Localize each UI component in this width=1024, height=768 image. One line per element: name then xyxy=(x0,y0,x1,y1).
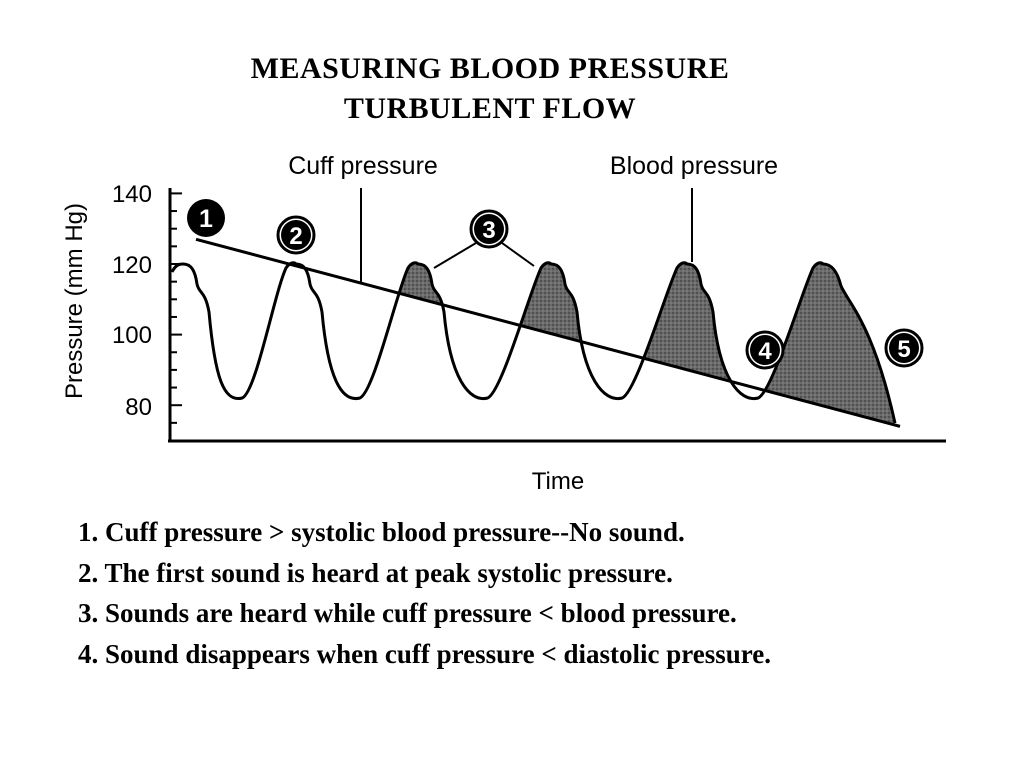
sound-heard-region xyxy=(765,262,895,426)
marker-5: 5 xyxy=(884,328,924,368)
y-tick-100: 100 xyxy=(112,322,152,349)
y-tick-120: 120 xyxy=(112,252,152,279)
svg-text:4: 4 xyxy=(758,338,772,365)
explanation-item-4: 4. Sound disappears when cuff pressure <… xyxy=(78,638,771,669)
marker-1: 1 xyxy=(187,199,225,237)
marker-3-leader-left xyxy=(433,242,477,269)
sound-heard-shading xyxy=(399,262,895,426)
title-line-1: MEASURING BLOOD PRESSURE xyxy=(250,52,730,85)
blood-pressure-label: Blood pressure xyxy=(610,152,778,180)
svg-text:1: 1 xyxy=(199,205,213,233)
blood-pressure-waveform xyxy=(170,261,897,424)
title-line-2: TURBULENT FLOW xyxy=(343,92,637,125)
sound-heard-region xyxy=(644,262,731,382)
svg-text:3: 3 xyxy=(482,217,495,244)
y-tick-140: 140 xyxy=(112,181,152,208)
cuff-pressure-label: Cuff pressure xyxy=(288,152,438,180)
svg-text:5: 5 xyxy=(897,336,910,363)
marker-3: 3 xyxy=(469,209,509,249)
x-axis-label: Time xyxy=(532,468,584,495)
svg-text:2: 2 xyxy=(289,223,302,250)
blood-pressure-diagram: 140 120 100 80 Pressure (mm Hg) Time Cuf… xyxy=(61,152,946,495)
explanation-item-2: 2. The first sound is heard at peak syst… xyxy=(78,557,673,588)
y-axis-minor-ticks xyxy=(170,192,182,424)
explanation-item-3: 3. Sounds are heard while cuff pressure … xyxy=(78,598,737,628)
y-axis-label: Pressure (mm Hg) xyxy=(61,203,88,399)
marker-2: 2 xyxy=(276,215,316,255)
explanation-item-1: 1. Cuff pressure > systolic blood pressu… xyxy=(78,517,685,547)
cuff-pressure-line xyxy=(195,237,901,428)
marker-3-leader-right xyxy=(501,242,535,267)
sound-heard-region xyxy=(399,262,443,305)
explanation-list: 1. Cuff pressure > systolic blood pressu… xyxy=(78,512,771,674)
y-tick-80: 80 xyxy=(125,394,152,421)
marker-4: 4 xyxy=(745,330,785,370)
